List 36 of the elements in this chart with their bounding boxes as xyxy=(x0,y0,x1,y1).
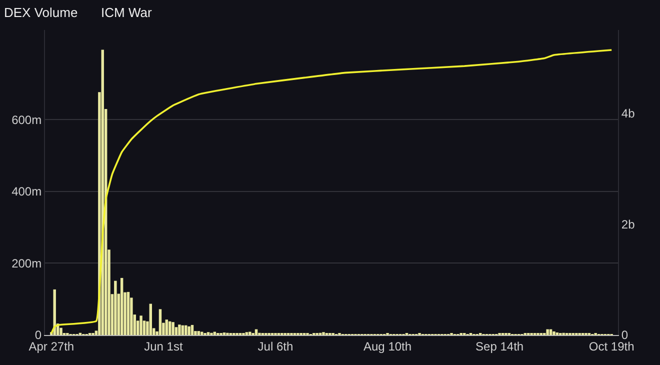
bar xyxy=(149,304,152,335)
bar xyxy=(188,326,190,335)
bar xyxy=(556,332,559,335)
bar xyxy=(552,331,556,335)
bar xyxy=(181,325,184,335)
bar xyxy=(206,332,210,335)
chart-subtitle: ICM War xyxy=(101,5,152,20)
x-tick-label: Sep 14th xyxy=(476,339,524,354)
y-tick-label: 200m xyxy=(12,256,42,270)
bar xyxy=(184,325,188,335)
bar xyxy=(114,280,117,335)
bar xyxy=(245,332,248,335)
bar xyxy=(120,278,124,335)
bar xyxy=(53,289,56,335)
bar xyxy=(222,332,226,335)
bar xyxy=(140,316,142,335)
bar xyxy=(197,331,200,335)
bar xyxy=(322,332,325,335)
y-tick-label: 400m xyxy=(12,184,42,199)
x-tick-label: Jul 6th xyxy=(258,339,294,354)
y-tick-label: 600m xyxy=(12,112,42,127)
bar xyxy=(165,320,168,335)
chart-title: DEX Volume xyxy=(4,5,78,20)
bar xyxy=(190,324,194,335)
bar xyxy=(126,292,130,335)
line-series xyxy=(50,49,612,334)
bar xyxy=(158,309,162,335)
y2-tick-label: 4b xyxy=(621,106,636,120)
bar xyxy=(172,322,174,335)
x-tick-label: Jun 1st xyxy=(144,339,184,354)
bar xyxy=(168,321,172,335)
bar xyxy=(546,329,549,335)
bar xyxy=(60,328,62,335)
y2-tick-label: 2b xyxy=(621,217,636,232)
x-tick-label: Aug 10th xyxy=(363,339,412,354)
bar xyxy=(178,324,181,335)
